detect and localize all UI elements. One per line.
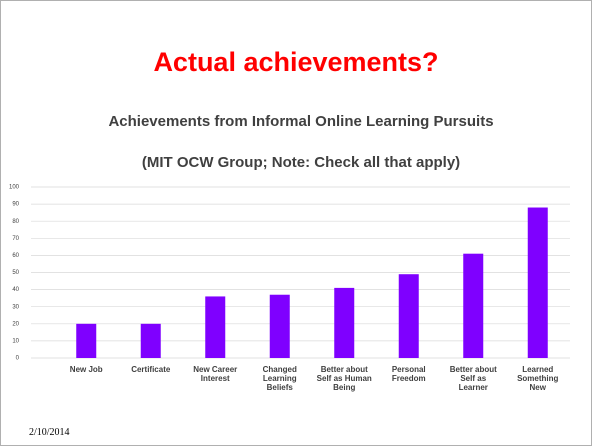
bar xyxy=(527,207,548,358)
slide-title: Actual achievements? xyxy=(153,47,439,77)
y-tick-label: 50 xyxy=(12,270,19,276)
x-tick-label: Better about Self as Learner xyxy=(449,365,497,392)
y-tick-label: 90 xyxy=(12,202,19,208)
x-tick-label: New Job xyxy=(69,365,103,374)
bar xyxy=(398,274,419,358)
bar xyxy=(205,296,226,358)
date: 2/10/2014 xyxy=(29,427,70,438)
y-tick-label: 0 xyxy=(16,356,20,362)
y-tick-label: 10 xyxy=(12,338,19,344)
x-tick-label: Certificate xyxy=(131,365,171,374)
bar xyxy=(140,323,161,358)
y-tick-label: 80 xyxy=(12,219,19,225)
bar xyxy=(76,323,97,358)
y-tick-label: 40 xyxy=(12,287,19,293)
bar xyxy=(269,294,290,358)
x-tick-label: Personal Freedom xyxy=(391,365,426,383)
x-tick-label: New Career Interest xyxy=(193,365,238,383)
chart-subtitle: (MIT OCW Group; Note: Check all that app… xyxy=(141,154,461,171)
y-tick-label: 60 xyxy=(12,253,19,259)
bar xyxy=(334,287,355,358)
x-tick-label: Changed Learning Beliefs xyxy=(262,365,297,392)
y-tick-label: 20 xyxy=(12,321,19,327)
y-tick-label: 70 xyxy=(12,236,19,242)
x-tick-label: Better about Self as Human Being xyxy=(316,365,372,392)
bar xyxy=(463,253,484,358)
chart-title: Achievements from Informal Online Learni… xyxy=(108,113,494,130)
y-tick-label: 100 xyxy=(9,185,20,191)
y-tick-label: 30 xyxy=(12,304,19,310)
x-tick-label: Learned Something New xyxy=(517,365,559,392)
